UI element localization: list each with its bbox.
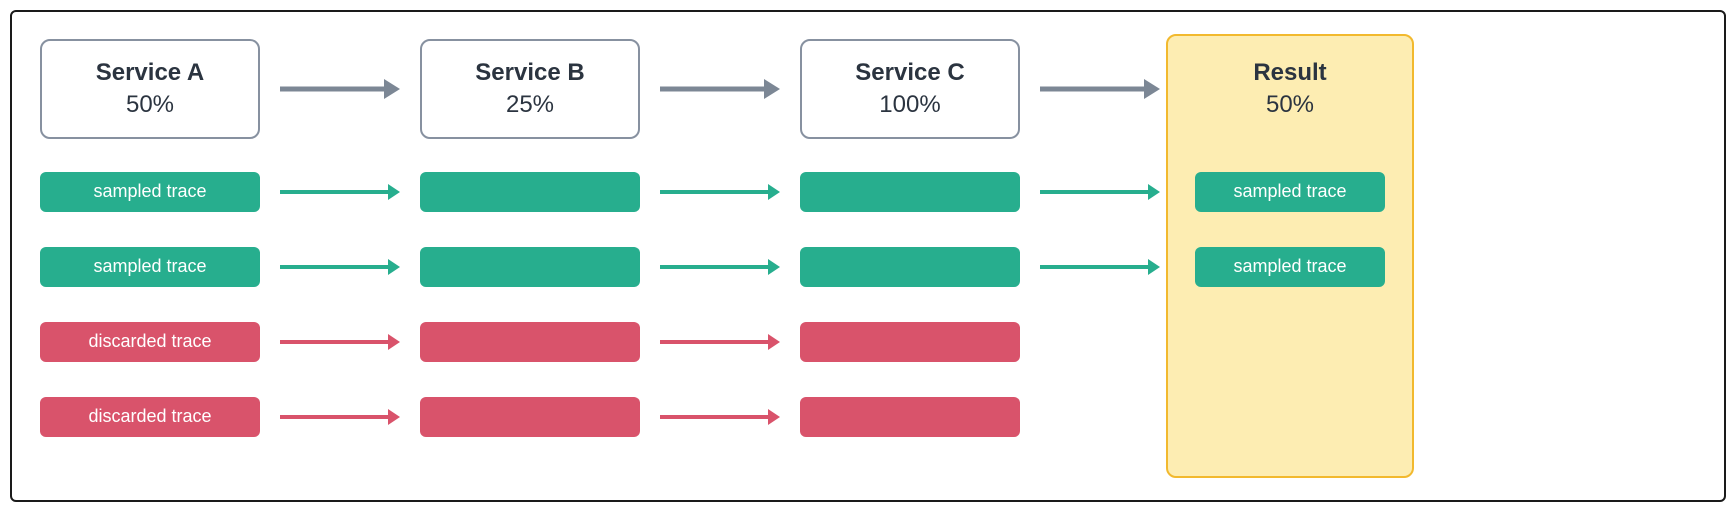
discarded-trace-pill <box>800 397 1020 437</box>
sampled-trace-pill: sampled trace <box>1195 247 1385 287</box>
discarded-trace-pill <box>800 322 1020 362</box>
header-percent: 50% <box>126 89 174 121</box>
trace-label: sampled trace <box>1233 181 1346 202</box>
arrow <box>260 164 420 219</box>
header-title: Service C <box>855 57 964 89</box>
discarded-trace-pill: discarded trace <box>40 397 260 437</box>
arrow <box>1020 34 1180 144</box>
arrow <box>640 164 800 219</box>
result-header: Result50% <box>1180 39 1400 139</box>
arrow <box>260 239 420 294</box>
sampled-trace-pill <box>420 247 640 287</box>
arrow <box>260 389 420 444</box>
arrow <box>640 239 800 294</box>
header-percent: 50% <box>1266 89 1314 121</box>
arrow <box>1020 239 1180 294</box>
header-title: Result <box>1253 57 1326 89</box>
header-percent: 25% <box>506 89 554 121</box>
header-title: Service B <box>475 57 584 89</box>
diagram-frame: Service A50%Service B25%Service C100%Res… <box>10 10 1726 502</box>
discarded-trace-pill <box>420 322 640 362</box>
header-title: Service A <box>96 57 205 89</box>
service-header: Service B25% <box>420 39 640 139</box>
diagram-grid: Service A50%Service B25%Service C100%Res… <box>40 34 1696 444</box>
sampled-trace-pill: sampled trace <box>40 172 260 212</box>
sampled-trace-pill: sampled trace <box>40 247 260 287</box>
trace-label: sampled trace <box>1233 256 1346 277</box>
arrow <box>260 314 420 369</box>
header-percent: 100% <box>879 89 940 121</box>
arrow <box>260 34 420 144</box>
arrow <box>1020 164 1180 219</box>
sampled-trace-pill <box>800 247 1020 287</box>
sampled-trace-pill: sampled trace <box>1195 172 1385 212</box>
service-header: Service C100% <box>800 39 1020 139</box>
sampled-trace-pill <box>420 172 640 212</box>
trace-label: sampled trace <box>93 256 206 277</box>
trace-label: discarded trace <box>88 406 211 427</box>
trace-label: discarded trace <box>88 331 211 352</box>
sampled-trace-pill <box>800 172 1020 212</box>
arrow <box>640 34 800 144</box>
arrow <box>640 314 800 369</box>
discarded-trace-pill: discarded trace <box>40 322 260 362</box>
service-header: Service A50% <box>40 39 260 139</box>
trace-label: sampled trace <box>93 181 206 202</box>
arrow <box>640 389 800 444</box>
discarded-trace-pill <box>420 397 640 437</box>
